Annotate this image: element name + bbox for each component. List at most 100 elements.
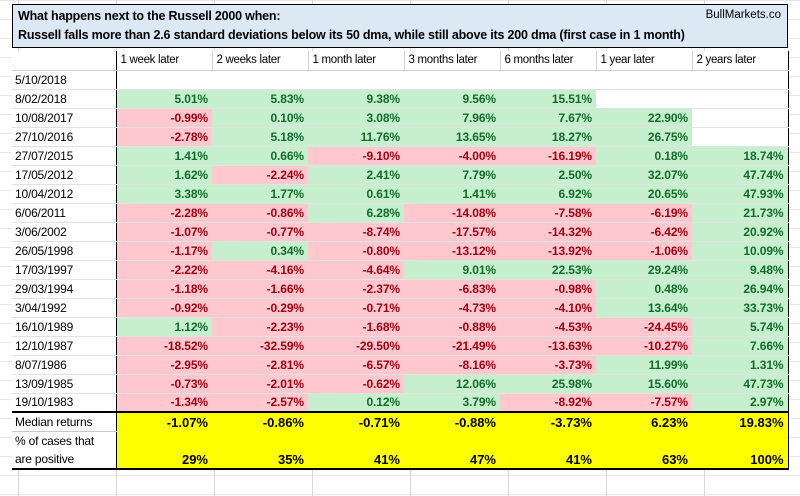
row-date-cell: 19/10/1983 — [12, 393, 117, 413]
return-cell: -1.06% — [596, 241, 692, 261]
return-cell: -17.57% — [404, 222, 500, 242]
row-date-cell: 13/09/1985 — [12, 374, 117, 394]
return-cell: -8.16% — [404, 355, 500, 375]
return-cell: 6.28% — [308, 203, 404, 223]
return-cell: -4.10% — [500, 298, 596, 318]
return-cell — [212, 70, 308, 90]
table-row: 12/10/1987 -18.52% -32.59% -29.50% -21.49% -1… — [12, 336, 789, 356]
table-row: 17/05/2012 1.62% -2.24% 2.41% 7.79% 2.50% 32.0… — [12, 165, 789, 185]
returns-table: 1 week later 2 weeks later 1 month later 3 … — [12, 51, 789, 470]
title-banner: What happens next to the Russell 2000 wh… — [12, 4, 788, 48]
column-header-date — [12, 51, 117, 71]
return-cell — [308, 70, 404, 90]
column-header-4: 3 months later — [404, 51, 501, 71]
table-row: 3/04/1992 -0.92% -0.29% -0.71% -4.73% -4.10% 1… — [12, 298, 789, 318]
return-cell: 15.51% — [500, 89, 596, 109]
median-return-value: 19.83% — [692, 411, 789, 431]
return-cell: -2.28% — [116, 203, 212, 223]
percent-positive-spacer — [692, 431, 789, 450]
return-cell: 2.50% — [500, 165, 596, 185]
return-cell: -16.19% — [500, 146, 596, 166]
row-date-cell: 5/10/2018 — [12, 70, 117, 90]
row-date-cell: 8/02/2018 — [12, 89, 117, 109]
table-row: 27/10/2016 -2.78% 5.18% 11.76% 13.65% 18.27% 2… — [12, 127, 789, 147]
return-cell: 22.53% — [500, 260, 596, 280]
return-cell: -1.07% — [116, 222, 212, 242]
row-date-cell: 3/06/2002 — [12, 222, 117, 242]
column-header-3: 1 month later — [308, 51, 405, 71]
median-return-value: 6.23% — [596, 411, 692, 431]
median-return-value: -1.07% — [116, 411, 212, 431]
table-body: 5/10/2018 8/02/2018 5.01% 5.83% 9.38% 9.56% 15… — [12, 70, 789, 470]
median-returns-row: Median returns -1.07% -0.86% -0.71% -0.88% -3… — [12, 411, 789, 432]
return-cell: -2.24% — [212, 165, 308, 185]
table-row: 26/05/1998 -1.17% 0.34% -0.80% -13.12% -13.92… — [12, 241, 789, 261]
return-cell: -14.32% — [500, 222, 596, 242]
return-cell: 47.74% — [692, 165, 789, 185]
median-return-value: -0.86% — [212, 411, 308, 431]
table-row: 3/06/2002 -1.07% -0.77% -8.74% -17.57% -14.32… — [12, 222, 789, 242]
return-cell: 0.12% — [308, 393, 404, 413]
table-row: 8/02/2018 5.01% 5.83% 9.38% 9.56% 15.51% — [12, 89, 789, 109]
row-date-cell: 10/08/2017 — [12, 108, 117, 128]
return-cell: -10.27% — [596, 336, 692, 356]
return-cell: -7.58% — [500, 203, 596, 223]
return-cell — [596, 89, 692, 109]
return-cell: -6.83% — [404, 279, 500, 299]
brand-label: BullMarkets.co — [705, 9, 781, 21]
return-cell: 5.01% — [116, 89, 212, 109]
return-cell: 10.09% — [692, 241, 789, 261]
return-cell: 0.10% — [212, 108, 308, 128]
title-line-2: Russell falls more than 2.6 standard dev… — [18, 28, 685, 42]
percent-positive-spacer — [212, 431, 308, 450]
row-date-cell: 8/07/1986 — [12, 355, 117, 375]
return-cell: 2.97% — [692, 393, 789, 413]
return-cell: 21.73% — [692, 203, 789, 223]
table-row: 5/10/2018 — [12, 70, 789, 90]
row-date-cell: 27/10/2016 — [12, 127, 117, 147]
return-cell: -2.95% — [116, 355, 212, 375]
column-header-5: 6 months later — [500, 51, 597, 71]
return-cell: 18.74% — [692, 146, 789, 166]
return-cell — [500, 70, 596, 90]
return-cell: 13.64% — [596, 298, 692, 318]
return-cell: -29.50% — [308, 336, 404, 356]
percent-positive-spacer — [404, 431, 500, 450]
row-date-cell: 29/03/1994 — [12, 279, 117, 299]
return-cell: -4.64% — [308, 260, 404, 280]
return-cell: -2.23% — [212, 317, 308, 337]
return-cell: -0.77% — [212, 222, 308, 242]
return-cell: 26.94% — [692, 279, 789, 299]
return-cell: -14.08% — [404, 203, 500, 223]
return-cell: 22.90% — [596, 108, 692, 128]
return-cell: 32.07% — [596, 165, 692, 185]
return-cell: -13.63% — [500, 336, 596, 356]
title-line-1: What happens next to the Russell 2000 wh… — [18, 9, 281, 23]
return-cell: -4.16% — [212, 260, 308, 280]
return-cell: 20.92% — [692, 222, 789, 242]
return-cell: 9.56% — [404, 89, 500, 109]
return-cell: 5.18% — [212, 127, 308, 147]
table-row: 19/10/1983 -1.34% -2.57% 0.12% 3.79% -8.92% -7… — [12, 393, 789, 413]
row-date-cell: 3/04/1992 — [12, 298, 117, 318]
table-row: 27/07/2015 1.41% 0.66% -9.10% -4.00% -16.19% 0… — [12, 146, 789, 166]
return-cell: -8.92% — [500, 393, 596, 413]
return-cell: -6.19% — [596, 203, 692, 223]
percent-positive-row: are positive 29% 35% 41% 47% 41% 63% 100% — [12, 450, 789, 470]
return-cell: -4.53% — [500, 317, 596, 337]
percent-positive-value: 35% — [212, 450, 308, 470]
return-cell — [404, 70, 500, 90]
percent-positive-label-line1: % of cases that — [12, 431, 117, 450]
table-row: 17/03/1997 -2.22% -4.16% -4.64% 9.01% 22.53% 2… — [12, 260, 789, 280]
return-cell — [596, 70, 692, 90]
column-header-2: 2 weeks later — [212, 51, 309, 71]
return-cell: -1.17% — [116, 241, 212, 261]
return-cell: 1.41% — [404, 184, 500, 204]
return-cell: -0.29% — [212, 298, 308, 318]
table-header-row: 1 week later 2 weeks later 1 month later 3 … — [12, 51, 789, 71]
return-cell: -6.57% — [308, 355, 404, 375]
return-cell: -2.22% — [116, 260, 212, 280]
return-cell — [692, 70, 789, 90]
return-cell: -2.01% — [212, 374, 308, 394]
return-cell: 1.41% — [116, 146, 212, 166]
